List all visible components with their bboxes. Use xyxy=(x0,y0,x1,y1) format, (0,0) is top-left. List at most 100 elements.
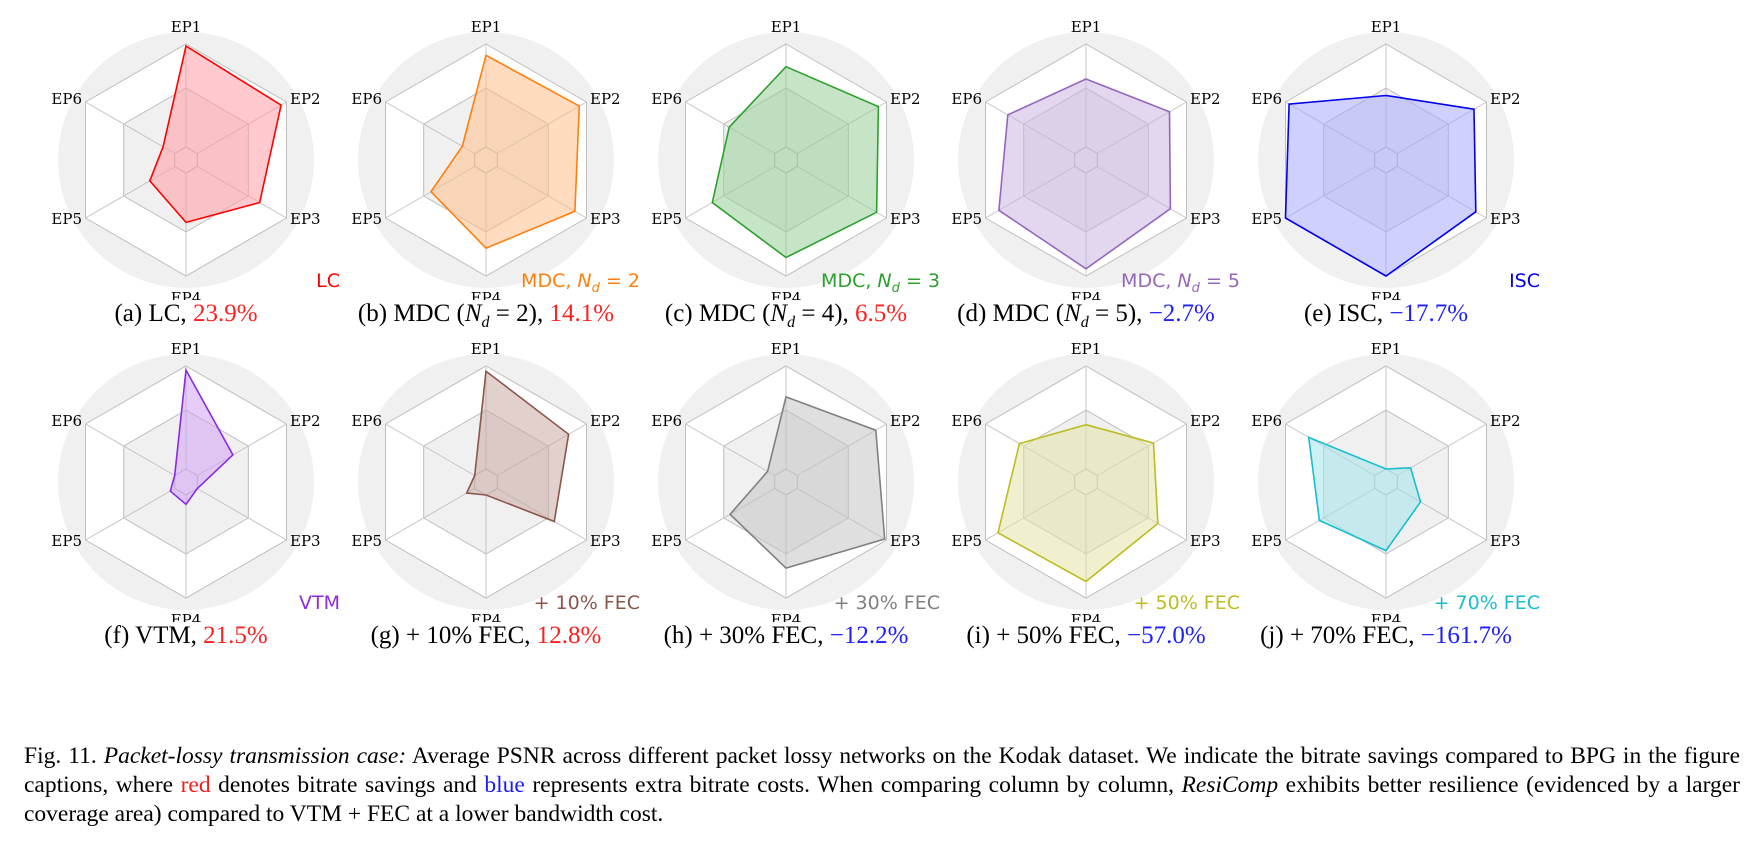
subcaption-text: (j) + 70% FEC, xyxy=(1260,622,1421,649)
axis-label-ep2: EP2 xyxy=(1490,412,1521,430)
subcaption-c: (c) MDC (Nd = 4), 6.5% xyxy=(616,300,956,332)
axis-label-ep3: EP3 xyxy=(290,210,321,228)
subcaption-text: (i) + 50% FEC, xyxy=(966,622,1127,649)
subcaption-value: −57.0% xyxy=(1126,622,1206,649)
axis-label-ep1: EP1 xyxy=(471,340,502,358)
method-label: + 30% FEC xyxy=(834,592,940,614)
radar-chart-h: EP1 EP2 EP3 EP4 EP5 EP6 + 30% FEC xyxy=(651,340,940,622)
axis-label-ep1: EP1 xyxy=(1071,340,1102,358)
axis-label-ep6: EP6 xyxy=(351,90,382,108)
axis-label-ep6: EP6 xyxy=(51,412,82,430)
caption-fig-label: Fig. 11. xyxy=(24,743,97,769)
subcaption-value: 14.1% xyxy=(549,300,615,327)
axis-label-ep5: EP5 xyxy=(51,210,82,228)
method-label: MDC, Nd = 2 xyxy=(521,270,640,296)
subcaption-d: (d) MDC (Nd = 5), −2.7% xyxy=(916,300,1256,332)
radar-panel-h: EP1 EP2 EP3 EP4 EP5 EP6 + 30% FEC (h) + 30% FEC… xyxy=(616,322,956,652)
radar-chart-d: EP1 EP2 EP3 EP4 EP5 EP6 MDC, Nd = 5 xyxy=(951,18,1240,300)
axis-label-ep6: EP6 xyxy=(651,90,682,108)
radar-panel-b: EP1 EP2 EP3 EP4 EP5 EP6 MDC, Nd = 2 (b) MDC (Nd… xyxy=(316,0,656,332)
radar-chart-a: EP1 EP2 EP3 EP4 EP5 EP6 LC xyxy=(51,18,340,300)
caption-red-word: red xyxy=(180,772,211,798)
subcaption-math: Nd = 2 xyxy=(464,300,529,331)
axis-label-ep4: EP4 xyxy=(171,611,202,622)
axis-label-ep5: EP5 xyxy=(651,210,682,228)
radar-spoke xyxy=(385,423,475,476)
axis-label-ep1: EP1 xyxy=(171,340,202,358)
subcaption-text: (f) VTM, xyxy=(104,622,204,649)
axis-label-ep2: EP2 xyxy=(590,412,621,430)
subcaption-f: (f) VTM, 21.5% xyxy=(16,622,356,650)
radar-panel-e: EP1 EP2 EP3 EP4 EP5 EP6 ISC (e) ISC, −17.7% xyxy=(1216,0,1556,330)
axis-label-ep4: EP4 xyxy=(1071,289,1102,300)
subcaption-text: (e) ISC, xyxy=(1303,300,1390,327)
subcaption-value: 21.5% xyxy=(203,622,268,649)
axis-label-ep2: EP2 xyxy=(1190,412,1221,430)
method-label: MDC, Nd = 3 xyxy=(821,270,940,296)
radar-series-area xyxy=(997,423,1159,583)
axis-label-ep1: EP1 xyxy=(171,18,202,36)
subcaption-text: (c) MDC ( xyxy=(664,300,771,327)
subcaption-value: 23.9% xyxy=(192,300,258,327)
radar-chart-i: EP1 EP2 EP3 EP4 EP5 EP6 + 50% FEC xyxy=(951,340,1240,622)
subcaption-suffix: ), xyxy=(1127,300,1149,327)
subcaption-suffix: ), xyxy=(834,300,856,327)
axis-label-ep5: EP5 xyxy=(951,210,982,228)
axis-label-ep3: EP3 xyxy=(1490,532,1521,550)
axis-label-ep6: EP6 xyxy=(51,90,82,108)
subcaption-text: (d) MDC ( xyxy=(957,300,1065,327)
radar-series-area xyxy=(148,44,283,224)
axis-label-ep6: EP6 xyxy=(951,412,982,430)
axis-label-ep2: EP2 xyxy=(890,90,921,108)
axis-label-ep3: EP3 xyxy=(590,532,621,550)
axis-label-ep1: EP1 xyxy=(771,340,802,358)
axis-label-ep2: EP2 xyxy=(1490,90,1521,108)
subcaption-value: −2.7% xyxy=(1148,300,1215,327)
axis-label-ep5: EP5 xyxy=(351,532,382,550)
radar-chart-g: EP1 EP2 EP3 EP4 EP5 EP6 + 10% FEC xyxy=(351,340,640,622)
subcaption-math: Nd = 5 xyxy=(1064,300,1128,331)
radar-series-area xyxy=(1284,94,1477,277)
axis-label-ep3: EP3 xyxy=(1190,532,1221,550)
axis-label-ep3: EP3 xyxy=(590,210,621,228)
subcaption-value: −17.7% xyxy=(1389,300,1469,327)
axis-label-ep3: EP3 xyxy=(890,532,921,550)
caption-title: Packet-lossy transmission case: xyxy=(103,743,407,769)
radar-chart-j: EP1 EP2 EP3 EP4 EP5 EP6 + 70% FEC xyxy=(1251,340,1540,622)
axis-label-ep2: EP2 xyxy=(290,90,321,108)
radar-series-area xyxy=(429,54,581,250)
axis-label-ep3: EP3 xyxy=(1190,210,1221,228)
method-label: MDC, Nd = 5 xyxy=(1121,270,1240,296)
axis-label-ep3: EP3 xyxy=(290,532,321,550)
method-label: + 70% FEC xyxy=(1434,592,1540,614)
axis-label-ep4: EP4 xyxy=(1071,611,1102,622)
axis-label-ep3: EP3 xyxy=(890,210,921,228)
radar-series-area xyxy=(711,65,880,259)
method-label: VTM xyxy=(299,592,340,614)
radar-spoke xyxy=(685,423,775,476)
subcaption-suffix: ), xyxy=(528,300,550,327)
axis-label-ep2: EP2 xyxy=(890,412,921,430)
axis-label-ep2: EP2 xyxy=(590,90,621,108)
subcaption-g: (g) + 10% FEC, 12.8% xyxy=(316,622,656,650)
radar-panel-i: EP1 EP2 EP3 EP4 EP5 EP6 + 50% FEC (i) + 50% FEC… xyxy=(916,322,1256,652)
axis-label-ep4: EP4 xyxy=(471,289,502,300)
radar-series-area xyxy=(998,78,1172,270)
axis-label-ep6: EP6 xyxy=(1251,412,1282,430)
radar-chart-f: EP1 EP2 EP3 EP4 EP5 EP6 VTM xyxy=(51,340,340,622)
axis-label-ep5: EP5 xyxy=(1251,210,1282,228)
axis-label-ep4: EP4 xyxy=(1371,611,1402,622)
subcaption-value: 6.5% xyxy=(855,300,908,327)
axis-label-ep1: EP1 xyxy=(471,18,502,36)
axis-label-ep5: EP5 xyxy=(351,210,382,228)
axis-label-ep1: EP1 xyxy=(1071,18,1102,36)
radar-series-area xyxy=(1307,436,1422,552)
method-label: + 10% FEC xyxy=(534,592,640,614)
radar-panel-d: EP1 EP2 EP3 EP4 EP5 EP6 MDC, Nd = 5 (d) MDC (Nd… xyxy=(916,0,1256,332)
radar-panel-j: EP1 EP2 EP3 EP4 EP5 EP6 + 70% FEC (j) + 70% FEC… xyxy=(1216,322,1556,652)
radar-chart-c: EP1 EP2 EP3 EP4 EP5 EP6 MDC, Nd = 3 xyxy=(651,18,940,300)
axis-label-ep6: EP6 xyxy=(1251,90,1282,108)
subcaption-b: (b) MDC (Nd = 2), 14.1% xyxy=(316,300,656,332)
figure-caption: Fig. 11. Packet-lossy transmission case:… xyxy=(24,742,1740,829)
axis-label-ep4: EP4 xyxy=(471,611,502,622)
